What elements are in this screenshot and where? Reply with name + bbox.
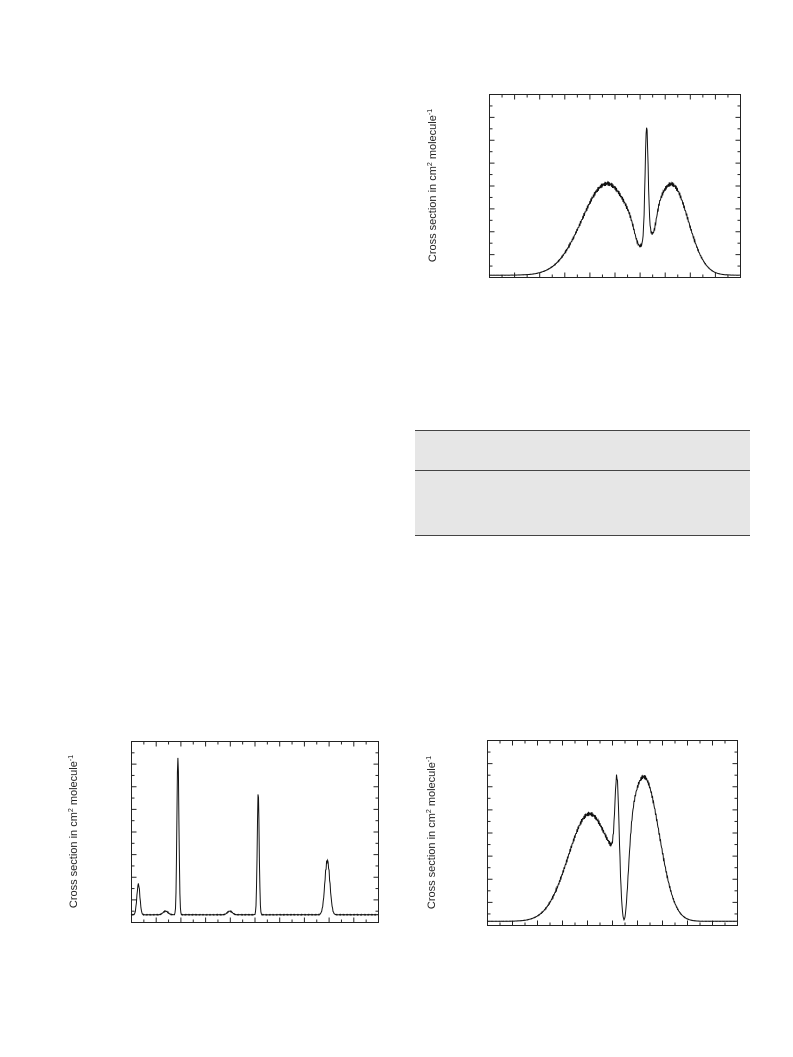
spectrum-curve (488, 127, 741, 276)
plot-frame (487, 740, 738, 926)
plot: Cross section in cm2 molecule-1 (68, 741, 379, 923)
label-sup: -1 (426, 756, 433, 762)
plot-frame (489, 94, 741, 278)
label-sup: 2 (427, 162, 434, 166)
plot: Cross section in cm2 molecule-1 (427, 94, 741, 278)
label-sup: 2 (68, 808, 75, 812)
plot-frame (131, 741, 379, 923)
label-text: Cross section in cm (426, 813, 438, 909)
label-sup: 2 (426, 809, 433, 813)
label-text: molecule (426, 762, 438, 809)
spectrum-curve (486, 774, 738, 922)
spectrum-curve (130, 757, 379, 916)
label-text: Cross section in cm (427, 166, 439, 262)
label-text: Cross section in cm (68, 812, 80, 908)
label-sup: -1 (427, 109, 434, 115)
label-sup: -1 (68, 755, 75, 761)
label-text: molecule (68, 761, 80, 808)
y-axis-label: Cross section in cm2 molecule-1 (427, 109, 439, 262)
plot: Cross section in cm2 molecule-1 (426, 740, 738, 926)
y-axis-label: Cross section in cm2 molecule-1 (68, 755, 80, 908)
y-axis-label: Cross section in cm2 molecule-1 (426, 756, 438, 909)
table (415, 430, 750, 536)
label-text: molecule (427, 115, 439, 162)
